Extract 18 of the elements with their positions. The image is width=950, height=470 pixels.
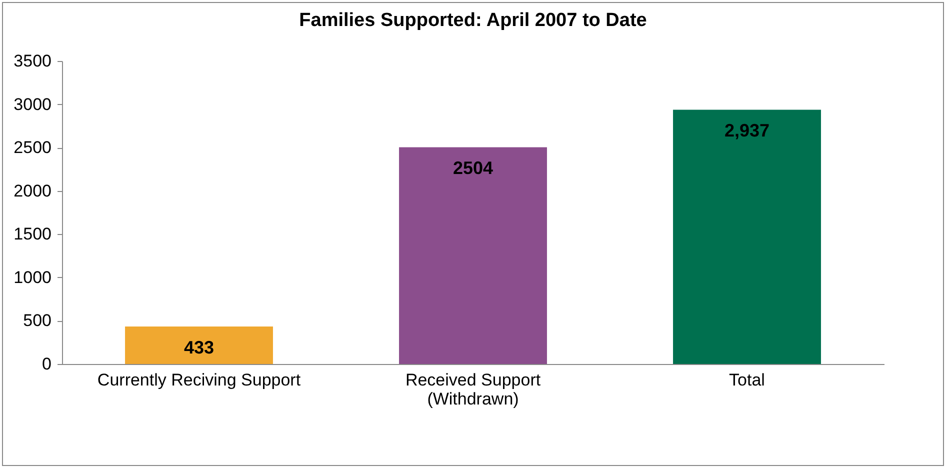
y-tick-label: 1000: [14, 268, 52, 287]
data-label: 433: [184, 338, 214, 358]
bar: [125, 326, 273, 364]
x-tick-label: Currently Reciving Support: [97, 370, 301, 390]
bar: [399, 147, 547, 364]
bar: [673, 110, 821, 364]
y-tick-label: 3500: [14, 52, 52, 70]
chart-title: Families Supported: April 2007 to Date: [299, 10, 647, 31]
y-tick-label: 3000: [14, 94, 52, 114]
y-tick-label: 0: [42, 354, 52, 374]
data-label: 2,937: [724, 120, 770, 141]
y-tick-label: 500: [23, 311, 52, 330]
y-tick-label: 2500: [14, 138, 52, 158]
y-tick-label: 1500: [14, 224, 52, 244]
y-tick-label: 2000: [14, 181, 52, 200]
x-tick-label: Received Support (Withdrawn): [405, 370, 541, 408]
data-label: 2504: [452, 158, 494, 178]
x-tick-label: Total: [729, 370, 765, 390]
